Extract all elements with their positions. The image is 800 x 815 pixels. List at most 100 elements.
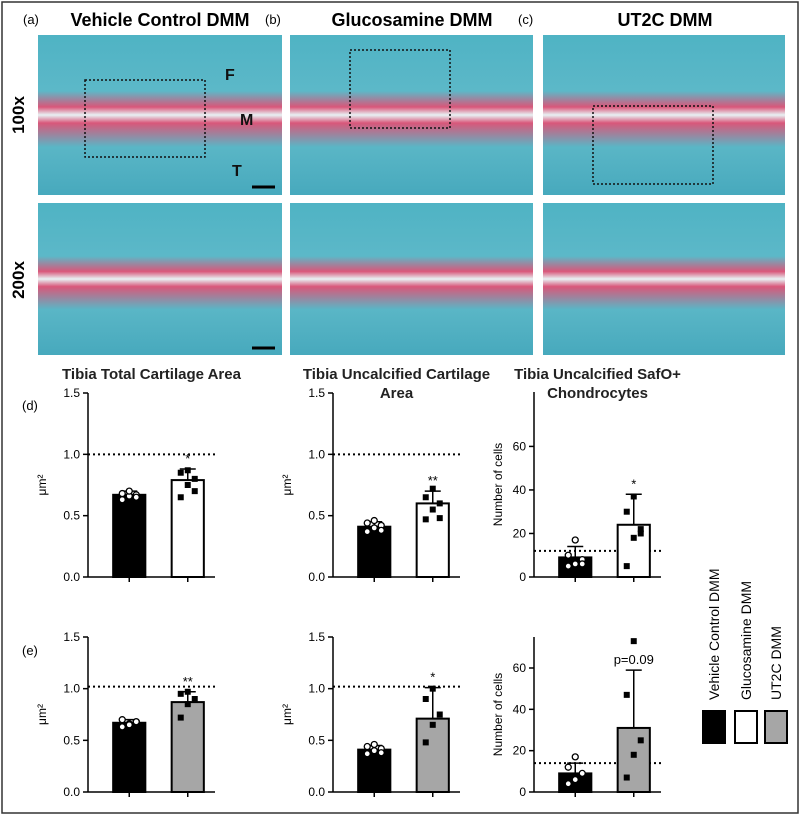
data-point xyxy=(191,488,198,495)
y-tick-label: 0.5 xyxy=(63,509,80,523)
y-tick-label: 1.0 xyxy=(308,447,325,461)
bar xyxy=(616,726,651,794)
panel-letter: (a) xyxy=(23,12,39,27)
data-point xyxy=(564,562,572,570)
y-tick-label: 1.0 xyxy=(63,682,80,696)
data-point xyxy=(118,496,126,504)
data-point xyxy=(436,711,443,718)
y-tick-label: 0 xyxy=(519,570,526,584)
data-point xyxy=(125,487,133,495)
data-point xyxy=(623,508,630,515)
y-axis-label: μm² xyxy=(35,475,49,496)
significance-label: * xyxy=(631,476,636,491)
data-point xyxy=(422,494,429,501)
data-point xyxy=(177,469,184,476)
significance-label: p=0.09 xyxy=(614,652,654,667)
data-point xyxy=(363,527,371,536)
bar xyxy=(112,721,147,793)
y-tick-label: 0.0 xyxy=(63,570,80,584)
chart-title: Tibia Total Cartilage Area xyxy=(62,366,241,383)
data-point xyxy=(436,500,443,507)
y-tick-label: 0.5 xyxy=(308,509,325,523)
data-point xyxy=(571,753,579,761)
image xyxy=(543,203,785,355)
data-point xyxy=(630,751,637,758)
y-axis-label: μm² xyxy=(280,475,294,496)
bar xyxy=(357,748,392,794)
significance-label: * xyxy=(185,451,190,466)
data-point xyxy=(370,740,378,749)
y-tick-label: 0 xyxy=(519,785,526,799)
y-axis-label: μm² xyxy=(35,704,49,725)
data-point xyxy=(184,688,191,695)
data-point xyxy=(132,493,140,501)
data-point xyxy=(177,690,184,697)
data-point xyxy=(422,516,429,523)
data-point xyxy=(578,560,586,568)
image xyxy=(38,35,282,195)
y-tick-label: 0.0 xyxy=(308,785,325,799)
data-point xyxy=(370,747,378,755)
y-tick-label: 1.5 xyxy=(63,630,80,644)
legend-swatch xyxy=(764,710,788,744)
data-point xyxy=(377,526,385,535)
y-axis-label: Number of cells xyxy=(491,673,505,756)
data-point xyxy=(637,526,644,533)
data-point xyxy=(118,716,126,724)
zoom-box xyxy=(592,105,714,185)
data-point xyxy=(370,516,378,525)
image-label: M xyxy=(240,112,253,129)
data-point xyxy=(132,718,140,726)
chart-title: Tibia Uncalcified SafO+ Chondrocytes xyxy=(514,366,681,402)
y-tick-label: 1.5 xyxy=(308,630,325,644)
y-tick-label: 0.0 xyxy=(308,570,325,584)
panel-title: Glucosamine DMM xyxy=(331,10,492,30)
data-point xyxy=(571,775,579,784)
image-label: T xyxy=(232,163,242,180)
y-tick-label: 60 xyxy=(513,661,527,675)
panel-letter: (b) xyxy=(265,12,281,27)
y-tick-label: 40 xyxy=(513,702,527,716)
y-axis-label: Number of cells xyxy=(491,443,505,526)
data-point xyxy=(571,560,579,568)
data-point xyxy=(564,551,572,559)
bar xyxy=(357,525,392,578)
bar xyxy=(415,502,450,578)
y-tick-label: 20 xyxy=(513,526,527,540)
data-point xyxy=(422,696,429,702)
data-point xyxy=(623,774,630,781)
y-tick-label: 1.5 xyxy=(308,386,325,400)
data-point xyxy=(422,739,429,746)
chart-title: Tibia Uncalcified Cartilage Area xyxy=(302,366,491,402)
y-tick-label: 0.5 xyxy=(308,733,325,747)
data-point xyxy=(184,701,191,708)
legend: Vehicle Control DMM Glucosamine DMM UT2C D… xyxy=(702,569,788,744)
data-point xyxy=(630,638,637,645)
data-point xyxy=(184,467,191,474)
data-point xyxy=(564,780,572,788)
magnification-label: 100x xyxy=(9,96,28,134)
y-tick-label: 1.0 xyxy=(63,447,80,461)
histology-images xyxy=(38,35,785,355)
legend-label: UT2C DMM xyxy=(768,626,784,700)
y-tick-label: 1.0 xyxy=(308,682,325,696)
panel-letter: (c) xyxy=(518,12,533,27)
image-label: F xyxy=(225,67,235,84)
data-point xyxy=(125,721,133,729)
zoom-box xyxy=(349,49,451,129)
legend-swatch xyxy=(702,710,726,744)
significance-label: ** xyxy=(428,473,438,488)
y-tick-label: 40 xyxy=(513,483,527,497)
data-point xyxy=(429,685,436,692)
data-point xyxy=(363,742,371,751)
y-tick-label: 20 xyxy=(513,744,527,758)
data-point xyxy=(637,737,644,744)
data-point xyxy=(637,530,644,537)
legend-swatch xyxy=(734,710,758,744)
data-point xyxy=(177,714,184,721)
image xyxy=(543,35,785,195)
data-point xyxy=(370,524,378,532)
